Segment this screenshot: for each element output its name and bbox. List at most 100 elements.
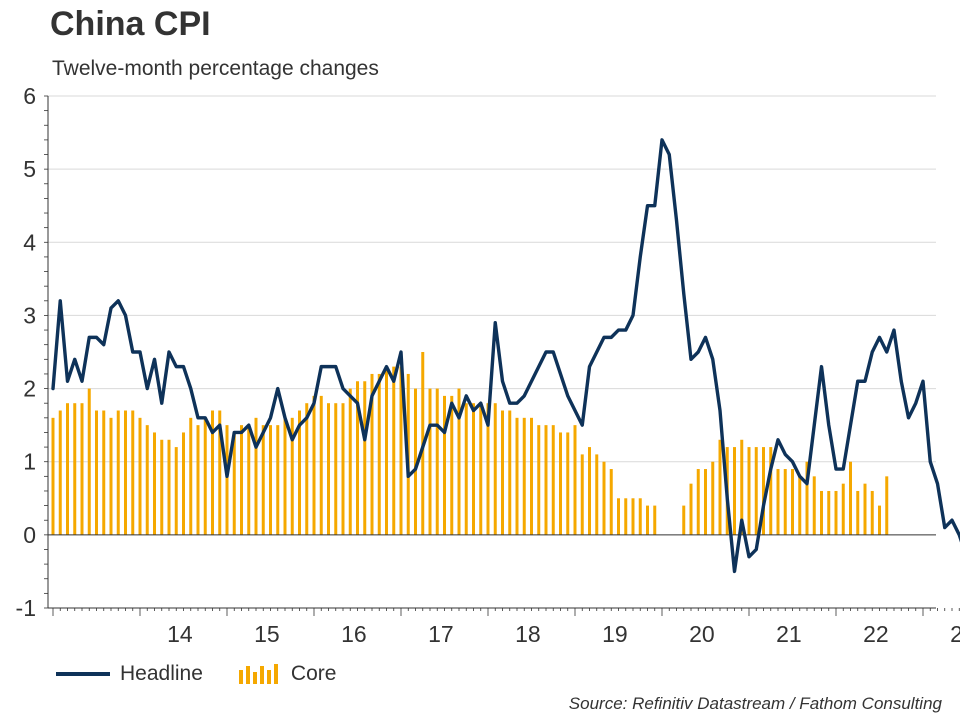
core-bar (327, 403, 330, 535)
core-bar (508, 410, 512, 535)
core-bar (363, 381, 367, 535)
core-bar (588, 447, 591, 535)
core-bar (870, 490, 874, 535)
source-note: Source: Refinitiv Datastream / Fathom Co… (568, 694, 942, 713)
x-year-label: 18 (515, 621, 541, 647)
core-bar (747, 447, 751, 535)
core-bar (160, 439, 164, 535)
core-bar (182, 432, 185, 535)
core-bar (464, 403, 468, 535)
core-bar (319, 395, 323, 535)
core-bar (580, 454, 584, 535)
core-bar (211, 410, 214, 535)
core-bar (312, 395, 316, 535)
core-bar (544, 425, 548, 535)
core-bar (153, 432, 156, 535)
core-bar (718, 439, 722, 535)
core-bar (537, 425, 541, 535)
core-bar (631, 498, 635, 535)
core-bar (559, 432, 562, 535)
core-bar (812, 476, 816, 535)
legend-headline-label: Headline (120, 662, 203, 685)
core-bar (109, 417, 113, 535)
core-bar (269, 425, 272, 535)
core-bar (131, 410, 135, 535)
core-bar (240, 425, 243, 535)
core-bar (863, 483, 867, 535)
core-bar (617, 498, 620, 535)
core-bar (377, 373, 381, 535)
x-year-label: 22 (863, 621, 889, 647)
core-bar (174, 447, 178, 535)
core-bar (696, 469, 700, 535)
y-tick-label: 1 (23, 449, 36, 475)
core-bar (348, 388, 352, 535)
y-tick-label: 2 (23, 376, 36, 402)
core-bar (232, 432, 236, 535)
core-bar (711, 461, 715, 535)
headline-series-line (51, 138, 960, 574)
core-bar (58, 410, 62, 535)
x-year-label: 14 (167, 621, 193, 647)
core-bar (856, 490, 860, 535)
core-bar (885, 476, 889, 535)
core-bar (827, 490, 831, 535)
core-bar (196, 425, 200, 535)
core-bar (66, 403, 69, 535)
core-bar (849, 461, 852, 535)
core-bar (414, 388, 417, 535)
core-bar (138, 417, 142, 535)
core-bar (435, 388, 439, 535)
core-bar (472, 403, 475, 535)
core-bar (733, 447, 736, 535)
y-tick-label: 0 (23, 522, 36, 548)
core-bar (522, 417, 526, 535)
legend: Headline Core (56, 660, 372, 688)
core-bar (783, 469, 787, 535)
core-bar (493, 403, 497, 535)
core-bar (385, 366, 388, 535)
core-bar (428, 388, 432, 535)
y-tick-label: 5 (23, 156, 36, 182)
core-bar (457, 388, 461, 535)
chart-title: China CPI (50, 5, 211, 43)
x-year-label: 17 (428, 621, 454, 647)
core-bar (609, 469, 613, 535)
core-bar (443, 395, 446, 535)
core-bar (298, 410, 301, 535)
y-tick-label: -1 (16, 595, 36, 621)
core-bar (290, 417, 294, 535)
core-bar (51, 417, 55, 535)
legend-core-swatch (238, 664, 281, 684)
core-bar (341, 403, 345, 535)
core-bar (805, 461, 809, 535)
core-bar (740, 439, 744, 535)
legend-core: Core (238, 662, 336, 686)
core-bar (638, 498, 642, 535)
core-bar (95, 410, 98, 535)
core-bar (356, 381, 359, 535)
core-bar (203, 417, 207, 535)
core-bar (841, 483, 845, 535)
x-year-label: 19 (602, 621, 628, 647)
core-bar (515, 417, 519, 535)
chart-subtitle: Twelve-month percentage changes (52, 57, 379, 80)
core-bar (689, 483, 693, 535)
core-bar (878, 505, 881, 535)
y-tick-label: 3 (23, 302, 36, 328)
core-bar (167, 439, 171, 535)
core-bar (551, 425, 555, 535)
core-bar (653, 505, 657, 535)
core-bar (479, 403, 483, 535)
core-bar (116, 410, 120, 535)
core-bar (602, 461, 606, 535)
x-year-label: 16 (341, 621, 367, 647)
core-bar (392, 366, 396, 535)
core-bar (754, 447, 758, 535)
core-bar (450, 395, 454, 535)
core-bar (762, 447, 765, 535)
legend-headline: Headline (56, 662, 203, 686)
core-bar (145, 425, 149, 535)
core-bar (566, 432, 570, 535)
